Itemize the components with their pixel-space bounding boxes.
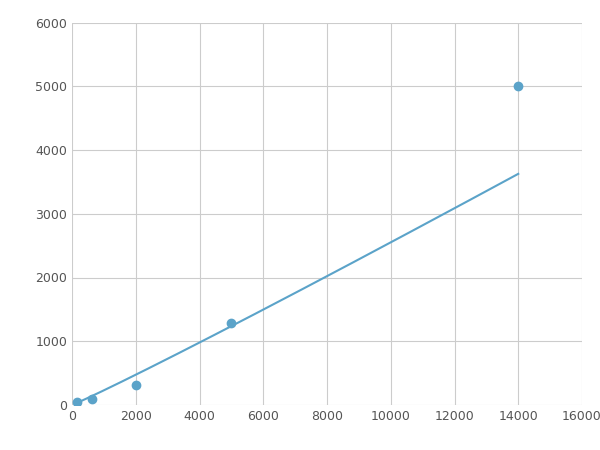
Point xyxy=(131,382,140,389)
Point xyxy=(227,320,236,327)
Point xyxy=(72,398,82,405)
Point xyxy=(87,395,97,402)
Point xyxy=(514,83,523,90)
